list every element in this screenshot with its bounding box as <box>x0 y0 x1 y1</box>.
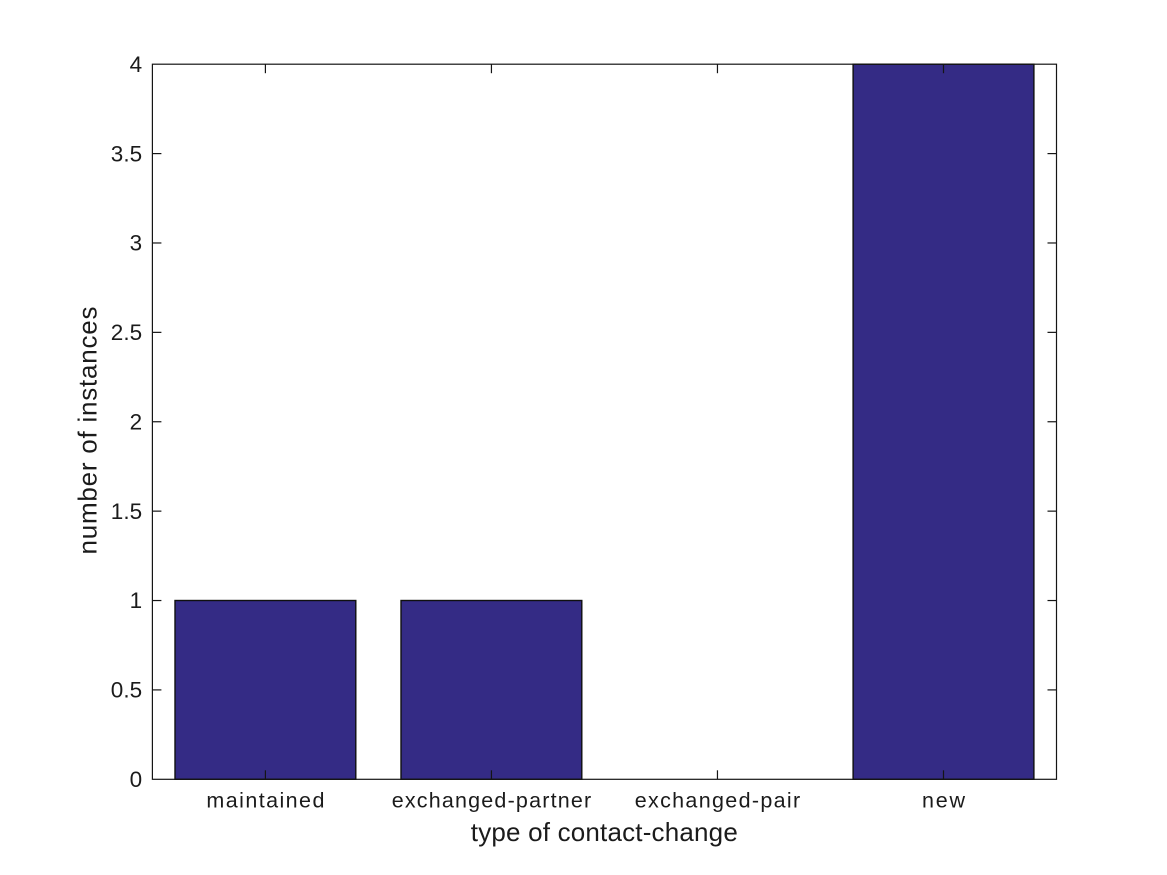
svg-text:maintained: maintained <box>206 789 324 813</box>
svg-text:3.5: 3.5 <box>111 141 143 166</box>
svg-text:1.5: 1.5 <box>111 499 143 524</box>
svg-text:new: new <box>922 789 965 813</box>
svg-text:3: 3 <box>130 231 143 256</box>
svg-text:0: 0 <box>130 767 143 792</box>
svg-text:exchanged-partner: exchanged-partner <box>392 789 592 813</box>
svg-text:4: 4 <box>130 52 143 77</box>
svg-text:type of contact-change: type of contact-change <box>471 817 738 847</box>
svg-text:0.5: 0.5 <box>111 678 143 703</box>
svg-text:1: 1 <box>130 588 143 613</box>
svg-text:2.5: 2.5 <box>111 320 143 345</box>
svg-text:2: 2 <box>130 409 143 434</box>
svg-text:exchanged-pair: exchanged-pair <box>635 789 801 813</box>
svg-text:number of instances: number of instances <box>73 307 103 555</box>
